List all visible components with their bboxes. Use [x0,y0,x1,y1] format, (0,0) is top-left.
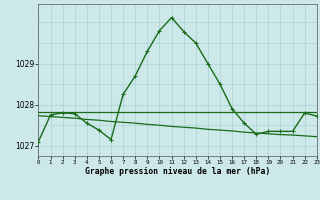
X-axis label: Graphe pression niveau de la mer (hPa): Graphe pression niveau de la mer (hPa) [85,167,270,176]
